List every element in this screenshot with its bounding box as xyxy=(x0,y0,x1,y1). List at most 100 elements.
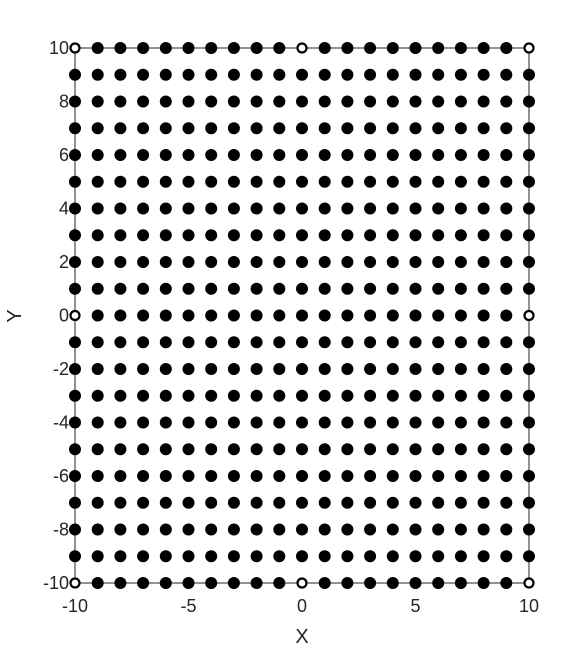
data-point-filled xyxy=(227,363,240,375)
data-point-filled xyxy=(454,256,467,268)
data-point-filled xyxy=(159,416,172,429)
data-point-filled xyxy=(114,577,127,589)
data-point-filled xyxy=(182,175,195,188)
data-point-filled xyxy=(205,577,218,589)
data-point-open xyxy=(523,577,535,589)
data-point-filled xyxy=(341,389,354,402)
data-point-filled xyxy=(318,282,331,295)
data-point-filled xyxy=(227,443,240,456)
data-point-filled xyxy=(318,229,331,242)
data-point-filled xyxy=(69,95,81,108)
data-point-filled xyxy=(182,523,195,536)
data-point-filled xyxy=(205,95,218,108)
data-point-filled xyxy=(250,470,263,482)
data-point-filled xyxy=(182,309,195,322)
data-point-filled xyxy=(296,68,308,81)
data-point-filled xyxy=(114,282,127,295)
data-point-filled xyxy=(250,68,263,81)
data-point-filled xyxy=(273,577,286,589)
data-point-filled xyxy=(432,122,445,135)
data-point-filled xyxy=(364,523,377,536)
data-point-filled xyxy=(114,202,127,215)
data-point-filled xyxy=(386,523,399,536)
data-point-filled xyxy=(227,122,240,135)
data-point-filled xyxy=(500,389,513,402)
data-point-filled xyxy=(296,309,308,322)
data-point-filled xyxy=(69,336,81,349)
data-point-filled xyxy=(296,550,308,563)
data-point-filled xyxy=(273,550,286,563)
data-point-filled xyxy=(250,175,263,188)
data-point-filled xyxy=(159,550,172,563)
data-point-filled xyxy=(137,550,150,563)
data-point-filled xyxy=(159,175,172,188)
data-point-filled xyxy=(432,443,445,456)
data-point-filled xyxy=(409,122,422,135)
data-point-filled xyxy=(500,122,513,135)
data-point-filled xyxy=(523,496,535,509)
data-point-open xyxy=(296,42,308,54)
data-point-filled xyxy=(227,229,240,242)
data-point-filled xyxy=(386,470,399,482)
data-point-filled xyxy=(454,175,467,188)
data-point-filled xyxy=(318,95,331,108)
data-point-filled xyxy=(250,309,263,322)
data-point-filled xyxy=(91,122,104,135)
data-point-filled xyxy=(454,496,467,509)
data-point-filled xyxy=(409,149,422,161)
data-point-filled xyxy=(250,336,263,349)
data-point-filled xyxy=(205,336,218,349)
data-point-filled xyxy=(409,363,422,375)
data-point-filled xyxy=(386,389,399,402)
data-point-filled xyxy=(273,256,286,268)
data-point-filled xyxy=(91,523,104,536)
data-point-filled xyxy=(318,550,331,563)
data-point-filled xyxy=(500,496,513,509)
data-point-filled xyxy=(432,229,445,242)
data-point-filled xyxy=(296,416,308,429)
data-point-filled xyxy=(273,122,286,135)
data-point-filled xyxy=(364,363,377,375)
data-point-filled xyxy=(205,363,218,375)
data-point-filled xyxy=(477,336,490,349)
data-point-filled xyxy=(409,175,422,188)
data-point-filled xyxy=(137,42,150,54)
data-point-filled xyxy=(69,149,81,161)
data-point-filled xyxy=(432,416,445,429)
data-point-open xyxy=(523,309,535,322)
data-point-filled xyxy=(386,577,399,589)
data-point-filled xyxy=(227,550,240,563)
data-point-filled xyxy=(69,122,81,135)
data-point-filled xyxy=(477,577,490,589)
data-point-filled xyxy=(114,389,127,402)
data-point-filled xyxy=(523,550,535,563)
data-point-filled xyxy=(409,42,422,54)
y-tick-label: 2 xyxy=(59,252,69,272)
data-point-filled xyxy=(159,577,172,589)
data-point-filled xyxy=(477,42,490,54)
data-point-filled xyxy=(137,229,150,242)
data-point-filled xyxy=(296,336,308,349)
data-point-filled xyxy=(205,496,218,509)
data-point-filled xyxy=(137,68,150,81)
data-point-filled xyxy=(114,523,127,536)
data-point-filled xyxy=(91,416,104,429)
data-point-filled xyxy=(432,202,445,215)
data-point-filled xyxy=(477,122,490,135)
y-tick-label: -6 xyxy=(53,466,69,486)
x-tick-label: 10 xyxy=(519,596,539,616)
data-point-filled xyxy=(91,229,104,242)
data-point-filled xyxy=(296,282,308,295)
data-point-filled xyxy=(205,229,218,242)
points-layer xyxy=(69,42,535,589)
data-point-filled xyxy=(182,95,195,108)
data-point-filled xyxy=(341,122,354,135)
data-point-filled xyxy=(296,175,308,188)
data-point-filled xyxy=(296,149,308,161)
data-point-filled xyxy=(341,202,354,215)
data-point-filled xyxy=(91,389,104,402)
data-point-filled xyxy=(205,550,218,563)
data-point-filled xyxy=(91,336,104,349)
y-tick-label: 4 xyxy=(59,199,69,219)
data-point-filled xyxy=(273,309,286,322)
